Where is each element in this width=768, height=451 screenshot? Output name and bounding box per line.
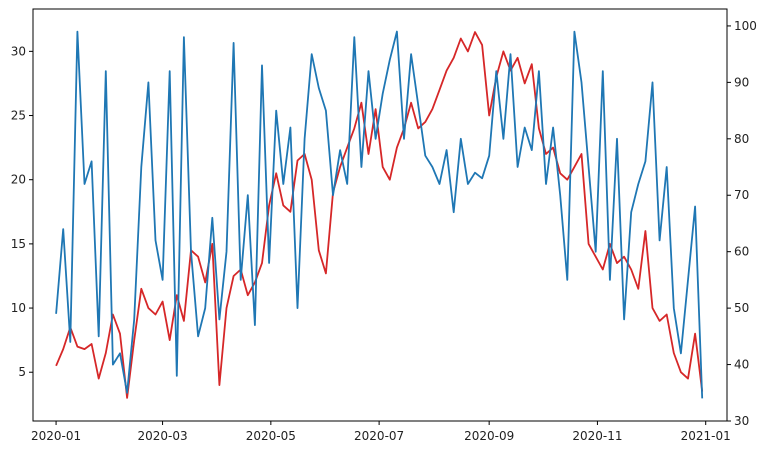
x-tick-label: 2020-07 [354,429,404,443]
y-right-tick-label: 40 [734,358,749,372]
y-left-tick-label: 20 [11,173,26,187]
y-left-tick-label: 30 [11,44,26,58]
x-tick-label: 2020-01 [31,429,81,443]
series-layer [55,30,704,399]
y-right-tick-label: 100 [734,19,757,33]
x-tick-label: 2020-11 [572,429,622,443]
plot-frame [32,8,728,422]
y-right-tick-label: 60 [734,245,749,259]
x-tick-label: 2020-03 [138,429,188,443]
y-right-tick-label: 70 [734,188,749,202]
x-axis: 2020-01 2020-03 2020-05 2020-07 2020-09 2020-… [31,421,731,443]
x-tick-label: 2020-05 [246,429,296,443]
y-axis-left: 5 10 15 20 25 30 [11,44,33,379]
x-tick-label: 2021-01 [681,429,731,443]
x-tick-label: 2020-09 [464,429,514,443]
y-left-tick-label: 25 [11,109,26,123]
y-left-tick-label: 5 [18,365,26,379]
y-right-tick-label: 50 [734,301,749,315]
series-line-left [55,31,704,399]
y-right-tick-label: 90 [734,75,749,89]
y-right-tick-label: 80 [734,132,749,146]
y-left-tick-label: 10 [11,301,26,315]
series-line-right [55,30,704,399]
y-axis-right: 30 40 50 60 70 80 90 100 [727,19,757,428]
y-right-tick-label: 30 [734,414,749,428]
y-left-tick-label: 15 [11,237,26,251]
